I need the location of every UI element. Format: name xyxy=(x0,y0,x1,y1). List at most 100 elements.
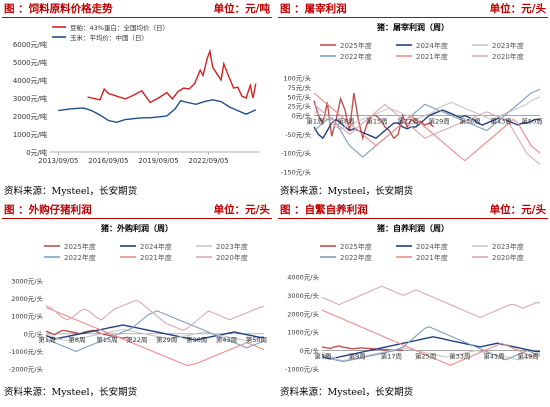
legend-label: 2020年度 xyxy=(216,253,248,262)
legend-label: 玉米：平均价：中国（日） xyxy=(70,33,148,42)
panel-header: 图 ：屠宰利润 单位：元/头 xyxy=(278,1,548,18)
x-tick-label: 2022/09/05 xyxy=(188,157,228,165)
y-tick-label: 100元/头 xyxy=(283,74,311,83)
panel-unit: 单位：元/吨 xyxy=(213,3,270,15)
series-line-2022年度 xyxy=(313,88,541,158)
x-tick-label: 第1周 xyxy=(38,335,55,344)
y-tick-label: -1000元/头 xyxy=(285,365,320,374)
x-tick-label: 第50周 xyxy=(246,335,267,344)
y-tick-label: 1000元/头 xyxy=(287,328,319,337)
slaughter-profit-chart: 猪：屠宰利润（周） 2025年度 2024年度 2023年度 2022年度 2021年度 2… xyxy=(281,22,543,177)
panel-title: 图 ：外购仔猪利润 xyxy=(4,204,92,216)
panel-title: 图 ：屠宰利润 xyxy=(280,3,347,15)
series-line-2022年度 xyxy=(321,326,540,363)
legend-label: 2021年度 xyxy=(140,253,172,262)
chart-panel-self-breeding-profit: 图 ：自繁自养利润 单位：元/头 猪：自养利润（周） 2025年度 2024年度 20… xyxy=(278,201,548,400)
series-line-soymeal xyxy=(87,48,257,104)
legend-label: 2023年度 xyxy=(492,41,524,50)
legend-label: 2025年度 xyxy=(64,242,96,251)
series-line-2024年度 xyxy=(45,324,264,341)
y-tick-label: 2000元/头 xyxy=(287,309,319,318)
legend-label: 2022年度 xyxy=(64,253,96,262)
panel-header: 图 ：外购仔猪利润 单位：元/头 xyxy=(2,202,272,219)
panel-header: 图 ：饲料原料价格走势 单位：元/吨 xyxy=(2,1,272,18)
x-tick-label: 第43周 xyxy=(216,335,237,344)
series-line-2020年度 xyxy=(45,299,265,331)
series-line-2023年度 xyxy=(321,347,540,362)
source-note: 资料来源：Mysteel，长安期货 xyxy=(4,186,138,197)
chart-panel-slaughter-profit: 图 ：屠宰利润 单位：元/头 猪：屠宰利润（周） 2025年度 2024年度 2023… xyxy=(278,0,548,199)
legend-label: 2022年度 xyxy=(340,253,372,262)
chart-title: 猪：屠宰利润（周） xyxy=(376,22,449,32)
y-tick-label: 50元/头 xyxy=(288,92,312,101)
y-tick-label: -150元/头 xyxy=(281,168,311,177)
source-note: 资料来源：Mysteel，长安期货 xyxy=(280,387,414,398)
panel-unit: 单位：元/头 xyxy=(213,204,270,216)
y-tick-label: 4000元/头 xyxy=(287,273,319,282)
source-note: 资料来源：Mysteel，长安期货 xyxy=(280,186,414,197)
y-tick-label: 75元/头 xyxy=(288,83,312,92)
y-tick-label: 1000元/头 xyxy=(11,312,43,321)
panel-unit: 单位：元/头 xyxy=(489,3,546,15)
chart-panel-purchased-piglet-profit: 图 ：外购仔猪利润 单位：元/头 猪：外购利润（周） 2025年度 2024年度 20… xyxy=(2,201,272,400)
chart-title: 猪：外购利润（周） xyxy=(100,223,173,233)
series-line-corn xyxy=(58,99,257,124)
series-line-2020年度 xyxy=(313,103,541,165)
legend-label: 2024年度 xyxy=(416,242,448,251)
y-tick-label: 5000元/吨 xyxy=(13,58,47,67)
y-tick-label: 2000元/吨 xyxy=(13,112,47,121)
x-tick-label: 第36周 xyxy=(186,335,207,344)
series-line-2021年度 xyxy=(321,309,540,366)
legend-label: 2020年度 xyxy=(492,52,524,61)
legend-label: 2024年度 xyxy=(416,41,448,50)
feed-price-chart: 0元/吨 1000元/吨 2000元/吨 3000元/吨 4000元/吨 5000元/吨 6… xyxy=(13,23,260,165)
series-line-2020年度 xyxy=(321,285,540,319)
legend-label: 2021年度 xyxy=(416,52,448,61)
y-tick-label: 3000元/头 xyxy=(287,291,319,300)
series-line-2021年度 xyxy=(45,306,265,367)
x-tick-label: 第49周 xyxy=(518,352,539,361)
x-tick-label: 第29周 xyxy=(428,117,449,126)
y-tick-label: 3000元/头 xyxy=(11,277,43,286)
x-tick-label: 第33周 xyxy=(449,352,470,361)
legend-label: 2025年度 xyxy=(340,242,372,251)
y-tick-label: -1000元/头 xyxy=(9,347,44,356)
x-tick-label: 第17周 xyxy=(381,352,402,361)
y-tick-label: 4000元/吨 xyxy=(13,76,47,85)
x-tick-label: 第8周 xyxy=(337,117,354,126)
y-tick-label: 2000元/头 xyxy=(11,294,43,303)
x-tick-label: 2016/09/05 xyxy=(88,157,128,165)
x-tick-label: 第22周 xyxy=(126,335,147,344)
panel-title: 图 ：饲料原料价格走势 xyxy=(4,3,113,15)
series-line-2023年度 xyxy=(313,96,541,130)
x-tick-label: 第36周 xyxy=(459,117,480,126)
source-note: 资料来源：Mysteel，长安期货 xyxy=(4,387,138,398)
x-tick-label: 第25周 xyxy=(415,352,436,361)
chart-panel-feed-prices: 图 ：饲料原料价格走势 单位：元/吨 0元/吨 1000元/吨 2000元/吨 300… xyxy=(2,0,272,199)
panel-title: 图 ：自繁自养利润 xyxy=(280,204,368,216)
y-tick-label: -100元/头 xyxy=(281,149,311,158)
legend-label: 2024年度 xyxy=(140,242,172,251)
legend-label: 2022年度 xyxy=(340,52,372,61)
series-line-2023年度 xyxy=(45,328,264,342)
legend-label: 2020年度 xyxy=(492,253,524,262)
x-tick-label: 第50周 xyxy=(521,117,542,126)
x-tick-label: 2019/09/05 xyxy=(138,157,178,165)
series-line-2025年度 xyxy=(313,92,435,141)
series-line-2025年度 xyxy=(321,345,404,351)
y-tick-label: 0元/吨 xyxy=(26,148,47,157)
x-tick-label: 第1周 xyxy=(314,352,331,361)
x-tick-label: 第8周 xyxy=(68,335,85,344)
y-tick-label: 1000元/吨 xyxy=(13,130,47,139)
series-line-2022年度 xyxy=(45,310,265,352)
x-tick-label: 第29周 xyxy=(156,335,177,344)
y-tick-label: 0元/头 xyxy=(24,329,44,338)
x-tick-label: 2013/09/05 xyxy=(38,157,78,165)
x-tick-label: 第15周 xyxy=(366,117,387,126)
legend-label: 2023年度 xyxy=(216,242,248,251)
y-tick-label: 6000元/吨 xyxy=(13,40,47,49)
y-tick-label: 3000元/吨 xyxy=(13,94,47,103)
x-tick-label: 第22周 xyxy=(397,117,418,126)
y-tick-label: 25元/头 xyxy=(288,102,312,111)
legend-label: 2023年度 xyxy=(492,242,524,251)
